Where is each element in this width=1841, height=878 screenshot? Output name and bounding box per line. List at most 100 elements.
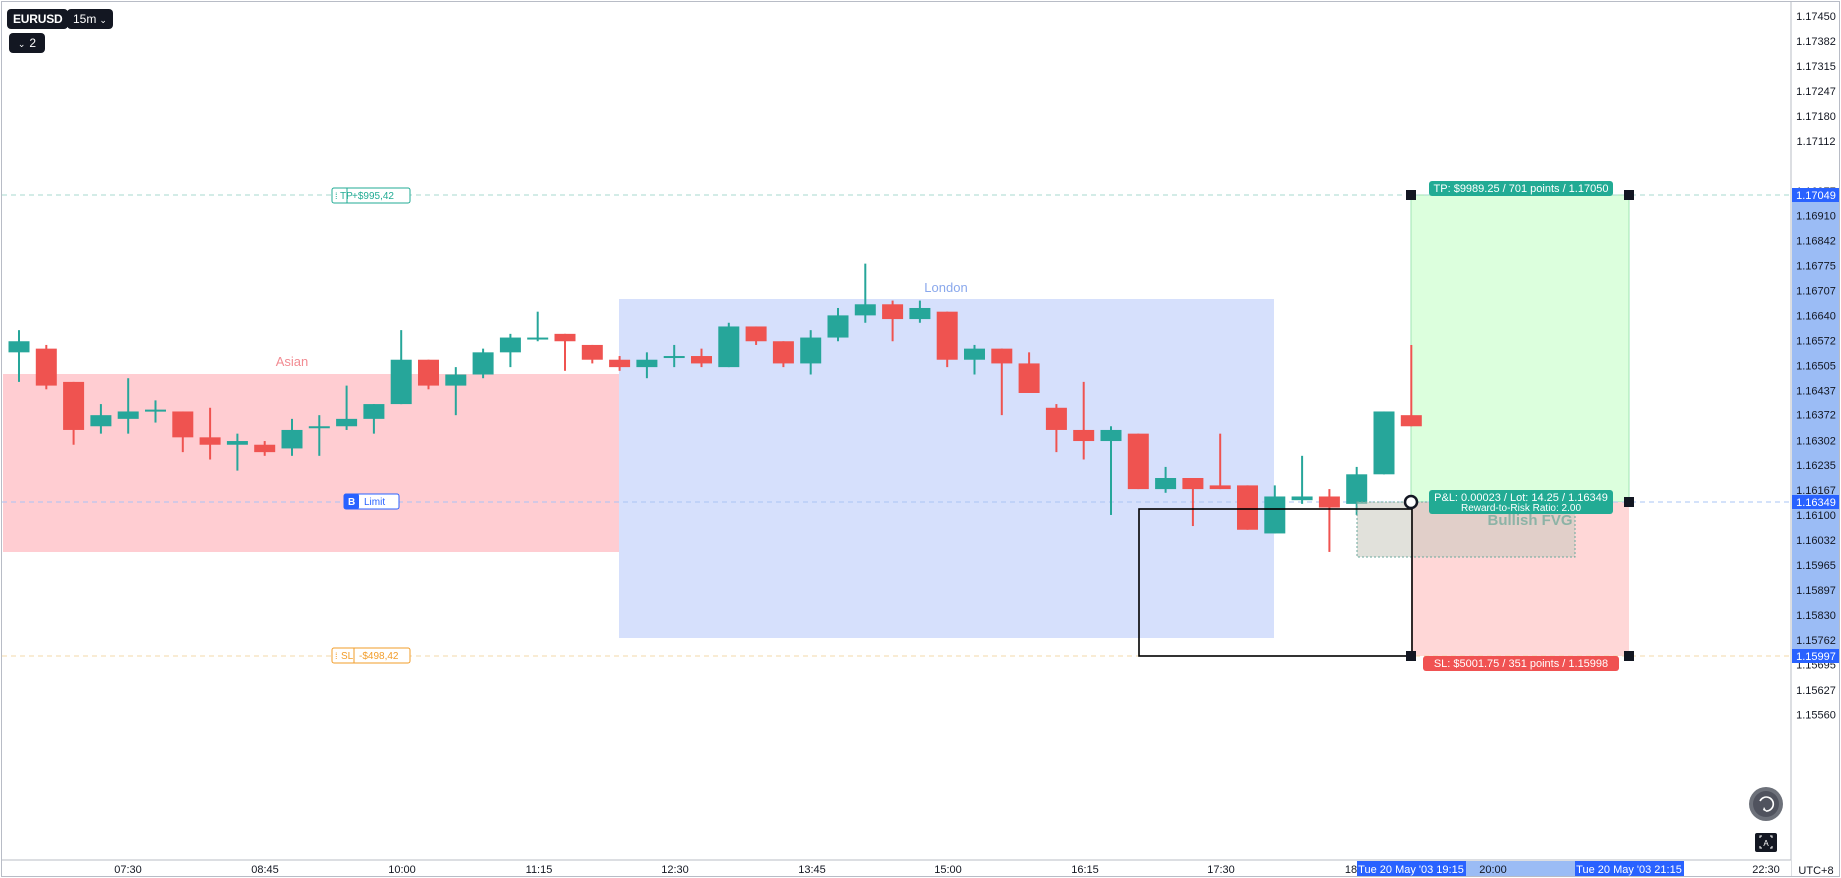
auto-scale-button[interactable]: A <box>1755 833 1777 852</box>
end-time-marker: Tue 20 May '03 21:15 <box>1575 861 1684 876</box>
price-tick-label: 1.16910 <box>1796 211 1836 223</box>
time-axis[interactable]: 07:30 08:45 10:00 11:15 12:30 13:45 15:00 16:15… <box>2 859 1834 877</box>
timezone-label[interactable]: UTC+8 <box>1798 865 1833 877</box>
candle-body <box>691 356 712 364</box>
price-tick-label: 1.16302 <box>1796 435 1836 447</box>
position-handle-sl-left[interactable] <box>1406 651 1416 661</box>
price-tick-label: 1.16505 <box>1796 360 1836 372</box>
price-tick-label: 1.17315 <box>1796 61 1836 73</box>
candle-body <box>1264 496 1286 534</box>
position-handle-entry-right[interactable] <box>1624 497 1634 507</box>
price-tick-label: 1.16640 <box>1796 310 1836 322</box>
candle-body <box>909 307 931 320</box>
position-entry-handle[interactable] <box>1403 494 1419 510</box>
range-rectangle[interactable] <box>1138 508 1413 657</box>
tp-order-badge[interactable]: ⁞ TP +$995,42 <box>331 187 411 204</box>
svg-text:-$498,42: -$498,42 <box>359 651 399 662</box>
svg-text:1.17049: 1.17049 <box>1796 190 1836 202</box>
symbol-button[interactable]: EURUSD <box>7 9 69 29</box>
price-tick-label: 1.17112 <box>1797 136 1836 148</box>
time-tick-label: 18 <box>1345 864 1357 876</box>
candle-body <box>1346 474 1368 504</box>
candle-body <box>1400 415 1422 427</box>
asian-session-zone[interactable] <box>3 374 619 552</box>
candle-body <box>609 359 631 368</box>
candle-body <box>1018 363 1040 393</box>
time-tick-label: 10:00 <box>388 864 416 876</box>
price-tick-label: 1.17180 <box>1796 111 1836 123</box>
sl-order-badge[interactable]: ⁞ SL -$498,42 <box>331 647 411 664</box>
time-tick-label: 20:00 <box>1479 864 1507 876</box>
candle-body <box>117 411 139 419</box>
candle-body <box>336 418 358 427</box>
candle-body <box>418 359 439 386</box>
price-tick-label: 1.16775 <box>1796 260 1836 272</box>
candle-body <box>964 348 985 360</box>
position-handle-sl-right[interactable] <box>1624 651 1634 661</box>
candle-body <box>1291 496 1313 501</box>
london-session-label: London <box>924 280 967 295</box>
position-handle-tp-left[interactable] <box>1406 190 1416 200</box>
position-handle-tp-right[interactable] <box>1624 190 1634 200</box>
symbol-label: EURUSD <box>13 12 63 26</box>
price-tick-label: 1.16167 <box>1796 485 1836 497</box>
buy-limit-badge[interactable]: B Limit <box>343 493 400 510</box>
indicators-count: 2 <box>29 36 37 50</box>
take-profit-zone[interactable] <box>1410 194 1630 503</box>
price-tick-label: 1.16235 <box>1796 460 1836 472</box>
candle-body <box>472 352 494 375</box>
price-tick-label: 1.16032 <box>1796 535 1836 547</box>
candle-body <box>527 337 549 340</box>
price-tick-label: 1.16572 <box>1796 336 1836 348</box>
svg-text:+$995,42: +$995,42 <box>352 191 394 202</box>
candle-body <box>1155 478 1177 490</box>
candle-body <box>445 374 467 386</box>
time-tick-label: 17:30 <box>1207 864 1235 876</box>
indicators-toggle-button[interactable]: ⌄ 2 <box>9 33 45 53</box>
candle-body <box>718 326 740 368</box>
price-tick-label: 1.15627 <box>1796 685 1836 697</box>
candle-body <box>145 409 166 412</box>
reset-chart-button[interactable] <box>1749 787 1783 821</box>
candle-body <box>35 348 57 386</box>
svg-text:P&L: 0.00023 / Lot: 14.25 / 1.: P&L: 0.00023 / Lot: 14.25 / 1.16349 <box>1434 492 1608 504</box>
candle-body <box>1127 433 1149 490</box>
candle-body <box>1045 407 1067 430</box>
candle-body <box>581 344 603 360</box>
candle-body <box>745 326 767 342</box>
svg-text:B: B <box>348 497 355 508</box>
candle-body <box>1318 496 1340 508</box>
candle-body <box>854 304 876 316</box>
entry-price-marker: 1.16349 <box>1792 495 1839 509</box>
price-tick-label: 1.15762 <box>1796 635 1836 647</box>
candle-body <box>308 426 330 429</box>
svg-text:A: A <box>1763 839 1769 848</box>
bullish-fvg-label: Bullish FVG <box>1487 512 1572 529</box>
candle-body <box>1209 485 1231 490</box>
candle-body <box>936 311 958 360</box>
price-tick-label: 1.16372 <box>1796 409 1836 421</box>
price-axis[interactable]: 1.17450 1.17382 1.17315 1.17247 1.17180 1.171… <box>1790 2 1840 877</box>
candle-body <box>8 341 30 353</box>
pnl-label-badge: P&L: 0.00023 / Lot: 14.25 / 1.16349 Rewa… <box>1429 490 1613 514</box>
interval-label: 15m <box>73 12 97 26</box>
interval-button[interactable]: 15m ⌄ <box>67 9 113 29</box>
svg-text:Tue 20 May '03 21:15: Tue 20 May '03 21:15 <box>1576 864 1682 876</box>
time-tick-label: 13:45 <box>798 864 826 876</box>
chevron-down-icon: ⌄ <box>17 39 26 49</box>
candle-body <box>363 404 385 419</box>
svg-text:1.15997: 1.15997 <box>1796 651 1836 663</box>
tp-price-marker: 1.17049 <box>1792 188 1839 202</box>
price-tick-label: 1.16437 <box>1796 385 1836 397</box>
candle-body <box>1073 429 1095 442</box>
position-price-range-highlight <box>1792 195 1839 656</box>
svg-text:1.16349: 1.16349 <box>1796 497 1836 509</box>
candle-body <box>1182 478 1204 490</box>
refresh-icon <box>1759 796 1775 812</box>
candle-body <box>827 315 849 338</box>
candle-body <box>554 333 576 342</box>
time-tick-label: 22:30 <box>1752 864 1780 876</box>
svg-text:SL: $5001.75 / 351 points / 1.: SL: $5001.75 / 351 points / 1.15998 <box>1434 658 1608 670</box>
